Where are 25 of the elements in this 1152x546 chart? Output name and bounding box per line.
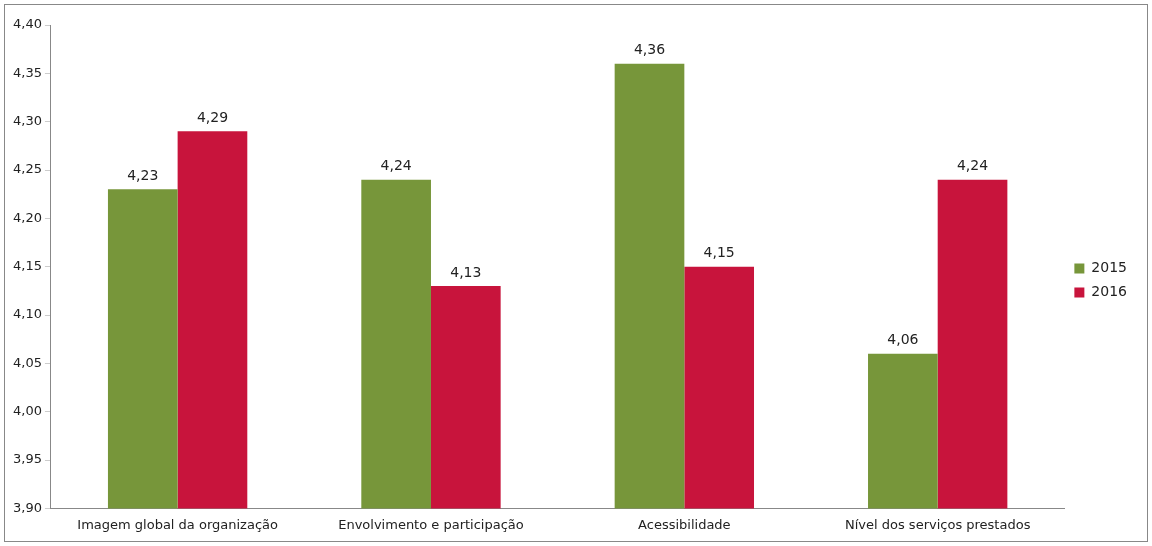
data-label: 4,13 — [450, 263, 482, 280]
y-tick-label: 4,15 — [12, 258, 42, 274]
x-tick-label: Acessibilidade — [638, 516, 731, 532]
y-tick-label: 4,10 — [12, 306, 42, 322]
legend-label: 2016 — [1091, 283, 1128, 300]
x-tick-label: Envolvimento e participação — [338, 516, 524, 532]
data-label: 4,29 — [196, 108, 229, 125]
y-tick-label: 4,25 — [12, 161, 42, 177]
y-tick-label: 4,40 — [12, 16, 42, 32]
data-label: 4,15 — [703, 244, 735, 261]
y-tick-label: 4,00 — [12, 403, 42, 419]
data-label: 4,24 — [956, 157, 989, 174]
data-label: 4,06 — [887, 331, 919, 348]
y-tick-label: 4,30 — [12, 113, 42, 129]
data-label: 4,24 — [380, 157, 412, 174]
y-tick-label: 4,05 — [12, 354, 42, 370]
y-tick-label: 4,35 — [12, 64, 42, 80]
y-tick-label: 4,20 — [12, 209, 42, 225]
x-tick-label: Nível dos serviços prestados — [844, 516, 1031, 532]
data-label: 4,36 — [633, 41, 666, 58]
data-label: 4,23 — [127, 167, 159, 183]
y-tick-label: 3,95 — [12, 451, 42, 467]
x-tick-label: Imagem global da organização — [77, 516, 278, 532]
legend-label: 2015 — [1091, 259, 1128, 276]
y-tick-label: 3,90 — [12, 499, 42, 515]
